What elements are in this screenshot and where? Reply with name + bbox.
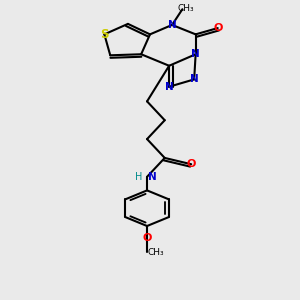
Text: S: S bbox=[100, 28, 109, 41]
Text: CH₃: CH₃ bbox=[177, 4, 194, 13]
Text: CH₃: CH₃ bbox=[148, 248, 164, 257]
Text: H: H bbox=[135, 172, 142, 182]
Text: N: N bbox=[191, 49, 200, 59]
Text: N: N bbox=[190, 74, 199, 84]
Text: N: N bbox=[165, 82, 173, 92]
Text: N: N bbox=[168, 20, 176, 30]
Text: O: O bbox=[187, 159, 196, 169]
Text: N: N bbox=[148, 172, 157, 182]
Text: O: O bbox=[142, 232, 152, 242]
Text: O: O bbox=[213, 23, 222, 33]
